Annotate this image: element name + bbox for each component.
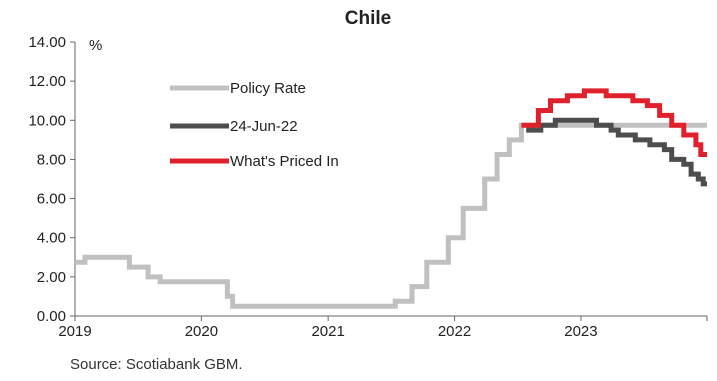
x-tick-label: 2022: [438, 323, 471, 340]
y-axis: 0.00 2.00 4.00 6.00 8.00 10.00 12.00 14.00: [28, 34, 76, 325]
legend-label-what-s-priced-in: What's Priced In: [230, 153, 339, 170]
x-tick-label: 2020: [185, 323, 218, 340]
legend-label-policy-rate: Policy Rate: [230, 80, 306, 97]
y-tick-label: 14.00: [28, 34, 66, 51]
y-tick-label: 6.00: [37, 191, 66, 208]
series-line-24-jun-22: [526, 117, 707, 187]
y-tick-label: 8.00: [37, 151, 66, 168]
x-tick-label: 2023: [564, 323, 597, 340]
chart-title: Chile: [345, 8, 391, 29]
y-tick-label: 2.00: [37, 269, 66, 286]
y-tick-label: 0.00: [37, 308, 66, 325]
series-line-what-s-priced-in: [521, 88, 707, 157]
source-note: Source: Scotiabank GBM.: [70, 356, 243, 373]
y-axis-unit: %: [89, 37, 102, 54]
x-axis: 2019 2020 2021 2022 2023: [58, 315, 708, 340]
x-tick-label: 2019: [58, 323, 91, 340]
legend-label-24-jun-22: 24-Jun-22: [230, 118, 298, 135]
y-tick-label: 12.00: [28, 73, 66, 90]
legend: Policy Rate 24-Jun-22 What's Priced In: [170, 80, 339, 170]
series-layer: [75, 88, 707, 309]
y-tick-label: 10.00: [28, 112, 66, 129]
series-line-policy-rate: [75, 122, 707, 309]
x-tick-label: 2021: [311, 323, 344, 340]
y-tick-label: 4.00: [37, 230, 66, 247]
